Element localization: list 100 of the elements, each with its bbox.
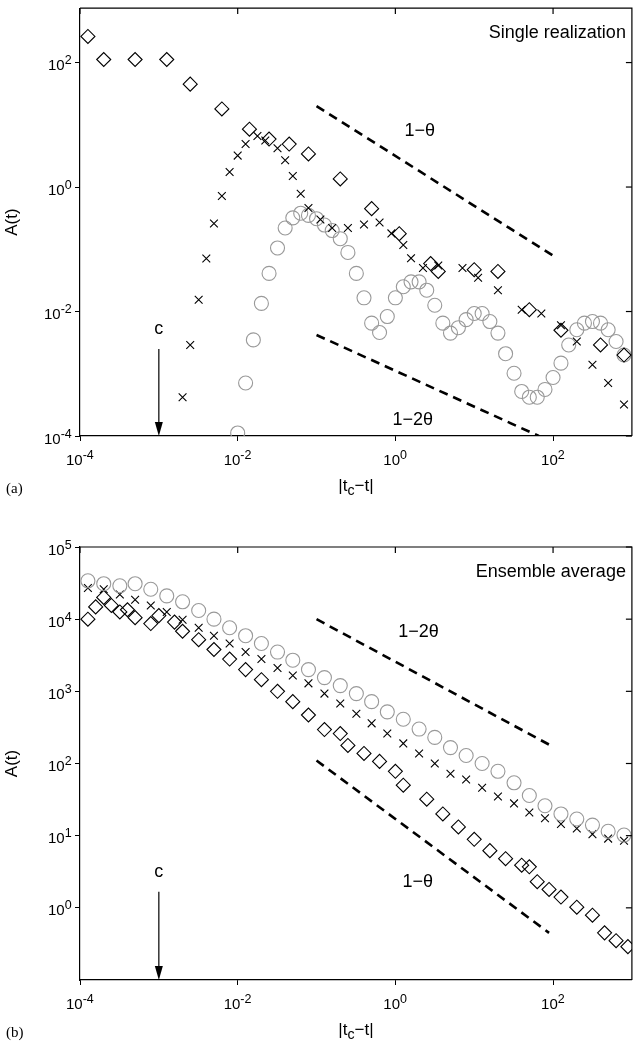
point: [96, 576, 112, 592]
point: [351, 709, 361, 719]
y-tick-label: 10$^{4}$: [48, 608, 72, 631]
x-axis-title: |t$_{c}$−t|: [337, 476, 375, 499]
point: [379, 704, 395, 720]
point: [194, 623, 204, 633]
point: [458, 747, 474, 764]
point: [461, 775, 471, 784]
point: [127, 576, 143, 592]
annotation: Single realization: [488, 22, 626, 43]
point: [159, 588, 175, 604]
point: [524, 807, 534, 817]
x-tick-label: 10$^{-2}$: [223, 447, 252, 469]
point: [553, 806, 569, 822]
point: [162, 607, 172, 617]
point: [222, 620, 238, 636]
point: [256, 654, 266, 664]
annotation: 1−θ: [404, 119, 436, 140]
point: [304, 678, 313, 688]
point: [382, 729, 392, 738]
point: [273, 663, 282, 673]
point: [238, 628, 254, 644]
point: [616, 827, 632, 843]
y-tick-label: 10$^{-2}$: [44, 301, 72, 324]
annotation: 1−2θ: [398, 621, 439, 642]
point: [540, 813, 550, 823]
point: [335, 698, 345, 708]
point: [206, 611, 222, 627]
point: [537, 798, 553, 814]
point: [80, 611, 96, 627]
point: [427, 729, 443, 745]
point: [603, 834, 613, 844]
y-tick-label: 10$^{5}$: [48, 536, 72, 559]
x-axis-title: |t$_{c}$−t|: [337, 1020, 375, 1043]
point: [191, 602, 207, 619]
point: [178, 615, 188, 625]
annotation: c: [154, 860, 164, 881]
point: [146, 600, 156, 610]
y-tick-label: 10$^{2}$: [48, 52, 72, 75]
point: [506, 775, 522, 791]
y-tick-label: 10$^{0}$: [48, 897, 72, 920]
point: [556, 819, 566, 829]
annotation: 1−θ: [402, 870, 434, 891]
point: [209, 631, 219, 641]
point: [83, 583, 93, 593]
point: [493, 791, 503, 801]
point: [80, 573, 96, 589]
point: [367, 718, 377, 728]
annotation: 1−2θ: [392, 409, 433, 430]
point: [442, 740, 459, 756]
x-tick-label: 10$^{-2}$: [223, 991, 252, 1013]
point: [253, 635, 269, 652]
point: [225, 639, 235, 648]
point: [364, 694, 380, 710]
annotation: Ensemble average: [475, 560, 626, 581]
x-tick-label: 10$^{0}$: [383, 447, 407, 469]
text: (b): [6, 1024, 24, 1041]
point: [430, 759, 440, 768]
point: [521, 787, 537, 804]
point: [584, 817, 600, 833]
point: [588, 829, 597, 839]
point: [509, 798, 519, 808]
point: [288, 671, 298, 680]
y-tick-label: 10$^{0}$: [48, 176, 72, 199]
point: [316, 670, 332, 686]
point: [477, 783, 487, 793]
point: [446, 769, 455, 779]
point: [398, 738, 408, 748]
point: [332, 678, 348, 694]
y-tick-label: 10$^{-4}$: [44, 425, 72, 448]
point: [241, 647, 251, 657]
point: [300, 662, 317, 678]
point: [569, 811, 585, 827]
point: [411, 721, 427, 737]
point: [143, 581, 159, 597]
x-tick-label: 10$^{2}$: [541, 447, 565, 469]
text: (a): [6, 480, 23, 497]
point: [320, 689, 329, 699]
point: [619, 836, 629, 846]
y-tick-label: 10$^{1}$: [48, 825, 72, 848]
y-tick-label: 10$^{2}$: [48, 753, 72, 775]
point: [572, 823, 582, 833]
x-tick-label: 10$^{0}$: [383, 991, 407, 1013]
point: [269, 644, 286, 660]
x-tick-label: 10$^{2}$: [541, 991, 565, 1013]
point: [348, 686, 364, 702]
point: [115, 590, 125, 599]
point: [474, 755, 490, 772]
y-axis-title: A(t): [1, 208, 21, 236]
point: [395, 711, 411, 727]
x-tick-label: 10$^{-4}$: [66, 991, 94, 1013]
y-axis-title: A(t): [1, 749, 21, 778]
point: [490, 763, 506, 779]
point: [414, 748, 424, 758]
annotation: c: [154, 317, 164, 338]
point: [112, 578, 128, 594]
point: [600, 823, 616, 839]
point: [175, 594, 191, 610]
point: [285, 652, 301, 668]
point: [130, 595, 140, 605]
